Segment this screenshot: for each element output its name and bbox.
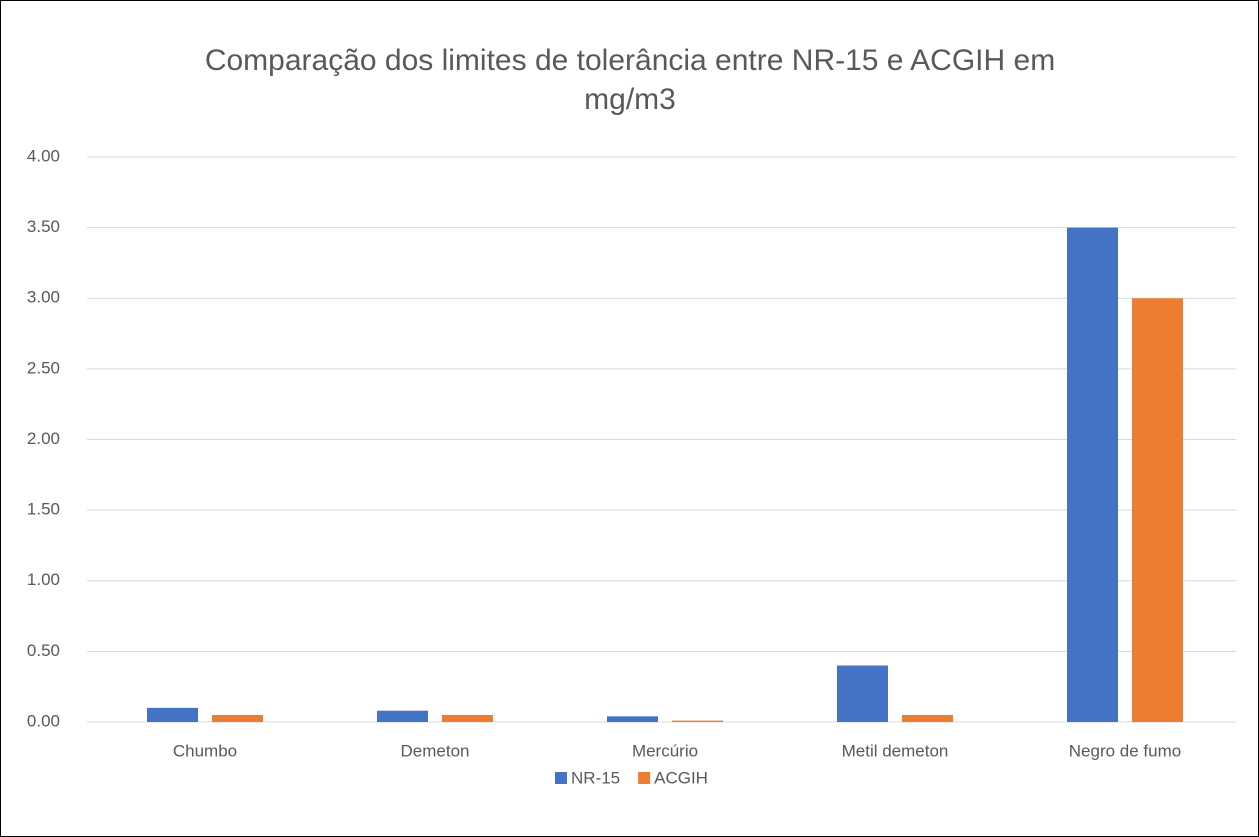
- y-tick-label: 0.50: [27, 641, 60, 660]
- chart-title: Comparação dos limites de tolerância ent…: [205, 44, 1055, 116]
- legend-label: ACGIH: [654, 768, 708, 787]
- bar: [607, 716, 658, 722]
- legend-swatch: [555, 772, 567, 784]
- bar: [902, 714, 953, 722]
- x-tick-label: Chumbo: [173, 741, 237, 760]
- bar: [212, 714, 263, 722]
- y-tick-label: 1.00: [27, 570, 60, 589]
- bar: [837, 665, 888, 722]
- bar: [147, 707, 198, 722]
- y-tick-label: 2.50: [27, 358, 60, 377]
- y-tick-label: 4.00: [27, 146, 60, 165]
- y-tick-label: 3.50: [27, 217, 60, 236]
- y-tick-label: 0.00: [27, 711, 60, 730]
- bar: [1132, 298, 1183, 722]
- x-tick-label: Mercúrio: [632, 741, 698, 760]
- x-tick-label: Negro de fumo: [1069, 741, 1181, 760]
- y-tick-label: 1.50: [27, 500, 60, 519]
- bar: [672, 720, 723, 722]
- bar: [442, 714, 493, 722]
- legend-swatch: [638, 772, 651, 784]
- x-tick-label: Metil demeton: [842, 741, 949, 760]
- bar: [377, 710, 428, 722]
- legend-label: NR-15: [571, 768, 620, 787]
- y-tick-label: 2.00: [27, 429, 60, 448]
- x-tick-label: Demeton: [401, 741, 470, 760]
- y-tick-label: 3.00: [27, 288, 60, 307]
- bar: [1067, 227, 1118, 722]
